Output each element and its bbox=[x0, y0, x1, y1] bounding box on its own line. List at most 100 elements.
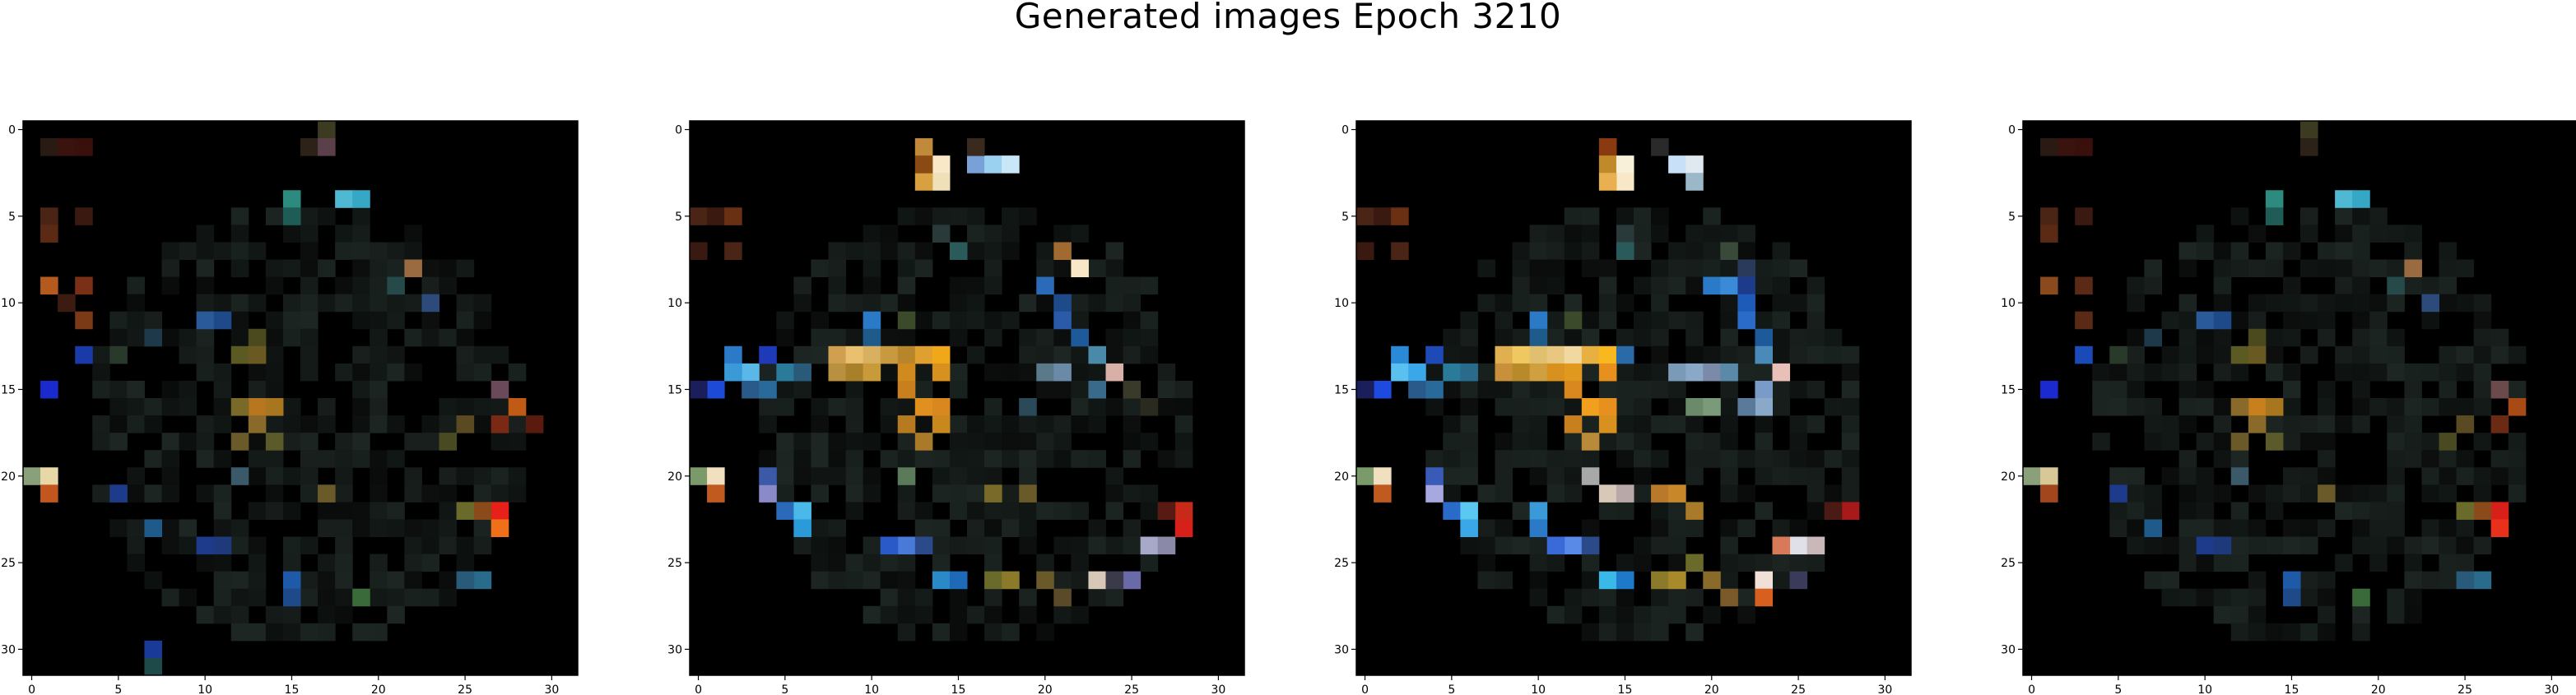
pixel bbox=[2265, 363, 2284, 382]
pixel bbox=[352, 433, 370, 451]
pixel bbox=[1755, 588, 1773, 607]
pixel bbox=[439, 571, 458, 590]
pixel bbox=[880, 605, 899, 624]
pixel bbox=[1581, 588, 1600, 607]
pixel bbox=[1019, 502, 1037, 520]
pixel bbox=[2369, 502, 2388, 520]
pixel bbox=[914, 311, 933, 330]
pixel bbox=[811, 519, 829, 537]
pixel bbox=[793, 519, 811, 537]
pixel bbox=[404, 294, 422, 313]
pixel bbox=[1546, 380, 1565, 399]
pixel bbox=[776, 311, 794, 330]
pixel bbox=[1123, 311, 1142, 330]
pixel bbox=[1425, 467, 1444, 485]
pixel bbox=[1071, 398, 1089, 416]
pixel bbox=[776, 328, 794, 347]
pixel bbox=[439, 588, 458, 607]
pixel bbox=[2109, 484, 2127, 503]
pixel bbox=[265, 207, 284, 225]
pixel bbox=[230, 433, 249, 451]
pixel bbox=[1737, 398, 1755, 416]
pixel bbox=[914, 588, 933, 607]
pixel bbox=[387, 502, 405, 520]
pixel bbox=[1668, 588, 1686, 607]
pixel bbox=[2490, 502, 2509, 520]
pixel bbox=[161, 484, 180, 503]
pixel bbox=[2282, 363, 2301, 382]
pixel bbox=[92, 380, 110, 399]
pixel bbox=[1737, 363, 1755, 382]
pixel bbox=[2248, 328, 2267, 347]
pixel bbox=[1495, 294, 1514, 313]
pixel bbox=[1616, 380, 1634, 399]
pixel bbox=[109, 398, 128, 416]
pixel bbox=[127, 415, 145, 433]
pixel bbox=[1755, 363, 1773, 382]
pixel bbox=[2473, 363, 2492, 382]
pixel bbox=[1789, 328, 1808, 347]
x-tick-label: 30 bbox=[544, 683, 559, 695]
pixel bbox=[1616, 484, 1634, 503]
pixel bbox=[439, 398, 458, 416]
pixel bbox=[2178, 242, 2197, 260]
pixel bbox=[2161, 467, 2180, 485]
pixel bbox=[1651, 380, 1669, 399]
pixel bbox=[2213, 605, 2232, 624]
pixel bbox=[1157, 363, 1176, 382]
pixel bbox=[2127, 345, 2145, 364]
pixel bbox=[2404, 554, 2422, 572]
pixel bbox=[793, 345, 811, 364]
pixel bbox=[1668, 363, 1686, 382]
pixel bbox=[914, 605, 933, 624]
pixel bbox=[75, 138, 93, 156]
pixel bbox=[248, 623, 267, 642]
pixel bbox=[1123, 345, 1142, 364]
pixel bbox=[1564, 311, 1583, 330]
pixel bbox=[265, 398, 284, 416]
pixel bbox=[1123, 519, 1142, 537]
pixel bbox=[1651, 519, 1669, 537]
pixel bbox=[1425, 380, 1444, 399]
pixel bbox=[1737, 554, 1755, 572]
pixel bbox=[1460, 328, 1478, 347]
pixel bbox=[2282, 571, 2301, 590]
pixel bbox=[1616, 623, 1634, 642]
pixel bbox=[1495, 536, 1514, 555]
pixel bbox=[318, 138, 336, 156]
y-tick-label: 15 bbox=[1, 383, 16, 396]
pixel bbox=[248, 328, 267, 347]
pixel bbox=[1053, 242, 1072, 260]
y-tick-label: 5 bbox=[675, 211, 682, 224]
pixel bbox=[1598, 173, 1617, 191]
pixel bbox=[811, 536, 829, 555]
pixel bbox=[1123, 433, 1142, 451]
pixel bbox=[370, 519, 388, 537]
pixel bbox=[2387, 276, 2405, 295]
pixel bbox=[370, 363, 388, 382]
pixel bbox=[1616, 502, 1634, 520]
pixel bbox=[949, 571, 968, 590]
pixel bbox=[2387, 605, 2405, 624]
pixel bbox=[1105, 242, 1124, 260]
pixel bbox=[776, 380, 794, 399]
pixel bbox=[2248, 398, 2267, 416]
pixel bbox=[863, 536, 881, 555]
pixel bbox=[949, 276, 968, 295]
pixel bbox=[914, 173, 933, 191]
pixel bbox=[2161, 433, 2180, 451]
pixel bbox=[914, 155, 933, 174]
pixel bbox=[40, 484, 58, 503]
pixel bbox=[2127, 502, 2145, 520]
pixel bbox=[1598, 571, 1617, 590]
pixel bbox=[1806, 311, 1825, 330]
pixel bbox=[2490, 450, 2509, 468]
pixel bbox=[144, 450, 162, 468]
pixel bbox=[984, 328, 1002, 347]
pixel bbox=[1157, 380, 1176, 399]
pixel bbox=[404, 554, 422, 572]
pixel bbox=[2040, 276, 2058, 295]
pixel bbox=[1002, 242, 1020, 260]
x-tick-label: 30 bbox=[2544, 683, 2559, 695]
